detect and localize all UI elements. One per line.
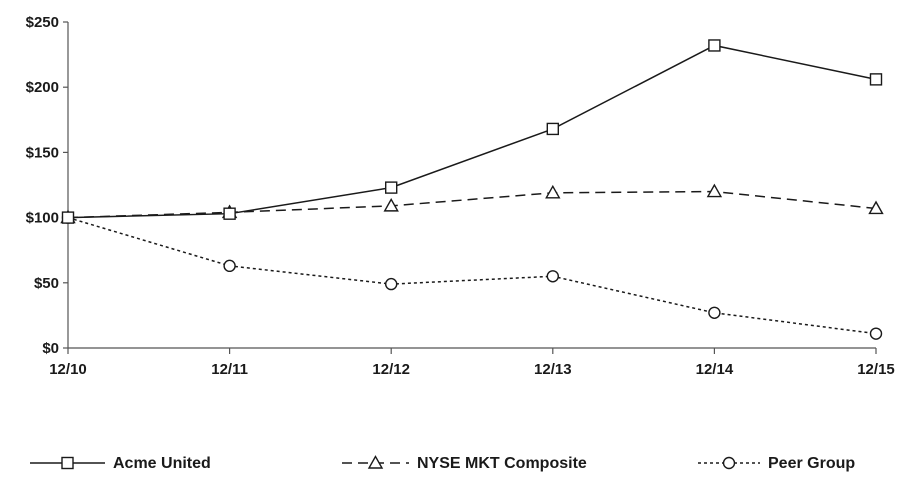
y-tick-label: $200	[26, 79, 59, 96]
y-tick-label: $100	[26, 210, 59, 227]
legend: Acme United NYSE MKT Composite Peer Group	[30, 455, 855, 472]
series-line-peer-group	[67, 216, 877, 335]
data-point-nyse-mkt-composite	[545, 184, 561, 199]
data-point-acme-united	[869, 73, 883, 86]
data-point-peer-group	[546, 270, 559, 283]
series-nyse-mkt-composite	[60, 183, 884, 224]
data-point-peer-group	[223, 259, 236, 273]
y-tick-label: $250	[26, 14, 59, 31]
series-line-nyse-mkt-composite	[67, 190, 877, 219]
x-axis-ticks: 12/10 12/11 12/12 12/13 12/14 12/15	[49, 348, 895, 378]
x-tick-label: 12/12	[372, 361, 410, 378]
legend-label: Acme United	[113, 455, 211, 472]
legend-item-acme-united: Acme United	[30, 455, 211, 472]
x-tick-label: 12/14	[696, 361, 734, 378]
series-group	[60, 39, 884, 340]
data-point-nyse-mkt-composite	[868, 200, 884, 215]
data-point-peer-group	[385, 277, 398, 291]
y-axis-ticks: $0 $50 $100 $150 $200 $250	[26, 14, 68, 357]
data-point-acme-united	[61, 211, 75, 224]
data-point-acme-united	[708, 39, 721, 52]
data-point-acme-united	[546, 122, 559, 136]
axes	[67, 22, 876, 349]
data-point-acme-united	[223, 207, 236, 220]
data-point-peer-group	[708, 306, 721, 319]
legend-label: Peer Group	[768, 455, 855, 472]
x-tick-label: 12/11	[211, 361, 248, 378]
data-point-nyse-mkt-composite	[383, 197, 399, 212]
legend-item-peer-group: Peer Group	[698, 455, 855, 472]
data-point-nyse-mkt-composite	[706, 183, 723, 198]
legend-item-nyse-mkt-composite: NYSE MKT Composite	[342, 455, 587, 472]
legend-label: NYSE MKT Composite	[417, 455, 587, 472]
data-point-acme-united	[385, 181, 398, 194]
x-tick-label: 12/10	[49, 361, 87, 378]
x-tick-label: 12/13	[534, 361, 572, 378]
series-acme-united	[61, 39, 883, 224]
y-tick-label: $50	[34, 275, 59, 292]
series-line-acme-united	[67, 44, 877, 219]
data-point-peer-group	[869, 327, 883, 340]
legend-marker	[367, 455, 384, 469]
x-tick-label: 12/15	[857, 361, 895, 378]
y-tick-label: $0	[42, 340, 59, 357]
legend-marker	[722, 456, 736, 470]
y-tick-label: $150	[26, 144, 59, 161]
legend-marker	[61, 456, 74, 470]
series-peer-group	[61, 211, 883, 340]
